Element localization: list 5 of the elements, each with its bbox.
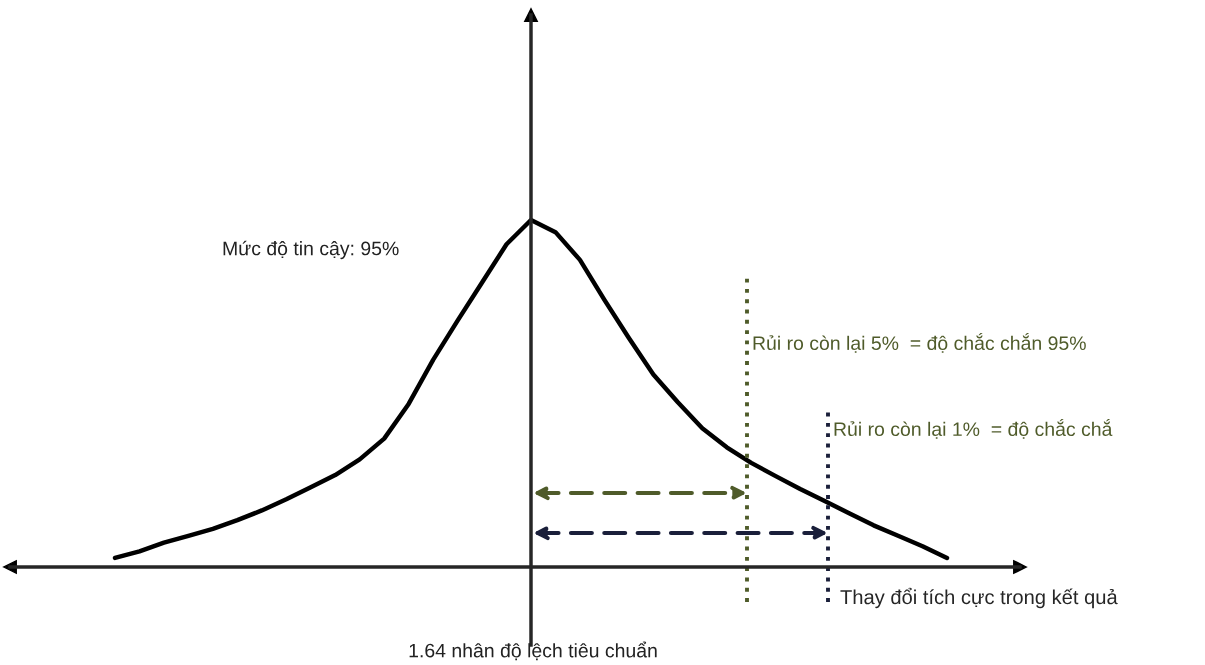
x-axis-title: Thay đổi tích cực trong kết quả xyxy=(840,587,1118,609)
annotation: Rủi ro còn lại 5% = độ chắc chắn 95% xyxy=(753,333,1086,353)
annotation: Rủi ro còn lại 1% = độ chắc chắ xyxy=(834,419,1113,439)
annotation: Mức độ tin cậy: 95% xyxy=(223,240,399,260)
text: 1.64 nhân độ lệch tiêu chuẩn xyxy=(409,641,657,661)
